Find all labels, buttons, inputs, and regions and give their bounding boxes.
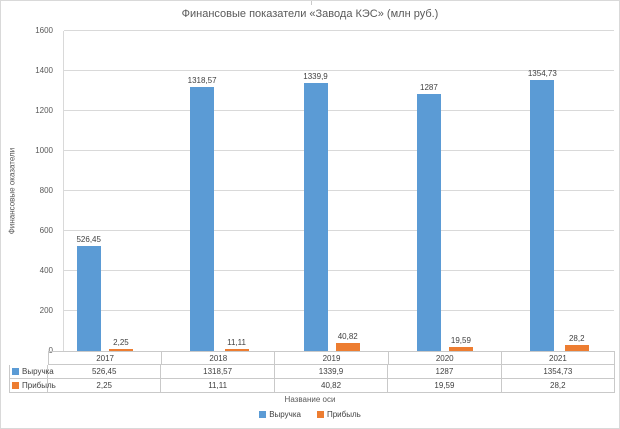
table-value-cell: 1287	[388, 365, 502, 379]
gridline	[64, 150, 614, 151]
table-value-cell: 1318,57	[161, 365, 275, 379]
bar-wrap: 526,45	[76, 31, 101, 351]
table-year-cell: 2020	[388, 351, 502, 365]
gridline	[64, 190, 614, 191]
table-year-cell: 2019	[275, 351, 389, 365]
bar-wrap: 1354,73	[528, 31, 557, 351]
y-axis-tick-labels: 0 200 400 600 800 1000 1200 1400 1600	[1, 27, 56, 355]
gridline	[64, 30, 614, 31]
bar-series2-2020[interactable]	[448, 347, 473, 351]
bar-group-2021: 1354,73 28,2	[502, 31, 615, 351]
table-value-cell: 2,25	[48, 379, 162, 393]
y-tick-label: 1000	[35, 146, 53, 155]
bar-value-label: 1318,57	[187, 76, 217, 85]
table-value-cell: 40,82	[274, 379, 389, 393]
legend-square-icon	[259, 411, 267, 418]
bar-wrap: 19,59	[448, 31, 473, 351]
gridline	[64, 310, 614, 311]
bar-series1-2019[interactable]	[303, 83, 328, 351]
y-tick-label: 600	[39, 226, 53, 235]
y-tick-label: 200	[39, 306, 53, 315]
legend-item[interactable]: Выручка	[259, 410, 301, 419]
table-value-cell: 19,59	[388, 379, 502, 393]
gridline	[64, 270, 614, 271]
bar-series2-2021[interactable]	[564, 345, 589, 351]
bar-wrap: 1318,57	[188, 31, 217, 351]
bar-wrap: 2,25	[108, 31, 133, 351]
data-table: 2017 2018 2019 2020 2021 Выручка 526,45 1318,57…	[9, 351, 616, 393]
bar-group-2020: 1287 19,59	[388, 31, 501, 351]
bar-series1-2017[interactable]	[76, 246, 101, 351]
y-tick-label: 1200	[35, 106, 53, 115]
table-row: Прибыль 2,25 11,11 40,82 19,59 28,2	[9, 379, 616, 393]
y-tick-label: 1400	[35, 66, 53, 75]
bar-value-label: 526,45	[76, 235, 101, 244]
legend: Выручка Прибыль	[1, 410, 619, 419]
bar-value-label: 1339,9	[303, 72, 328, 81]
bar-wrap: 28,2	[564, 31, 589, 351]
bar-value-label: 1287	[420, 83, 438, 92]
bar-value-label: 19,59	[450, 336, 471, 345]
series-name-label: Выручка	[22, 367, 54, 376]
bar-series1-2018[interactable]	[190, 87, 215, 351]
bar-series1-2020[interactable]	[416, 94, 441, 351]
bar-value-label: 11,11	[227, 338, 246, 347]
table-value-cell: 1354,73	[501, 365, 616, 379]
table-header-row: 2017 2018 2019 2020 2021	[9, 351, 616, 365]
bar-wrap: 11,11	[224, 31, 249, 351]
table-value-cell: 526,45	[48, 365, 162, 379]
legend-key-square	[12, 368, 19, 375]
legend-item[interactable]: Прибыль	[316, 410, 361, 419]
table-value-cell: 1339,9	[274, 365, 389, 379]
y-tick-label: 400	[39, 266, 53, 275]
bar-wrap: 1287	[416, 31, 441, 351]
legend-label: Прибыль	[326, 410, 361, 419]
bar-group-2018: 1318,57 11,11	[161, 31, 274, 351]
table-series-key-cell: Прибыль	[9, 379, 56, 393]
legend-label: Выручка	[269, 410, 301, 419]
gridline	[64, 70, 614, 71]
x-axis-title: Название оси	[284, 395, 336, 404]
table-value-cell: 28,2	[501, 379, 616, 393]
y-tick-label: 0	[48, 346, 53, 355]
bar-series2-2018[interactable]	[224, 349, 249, 351]
crop-artifact-mark	[311, 1, 312, 5]
bar-series2-2019[interactable]	[335, 343, 360, 351]
bar-wrap: 40,82	[335, 31, 360, 351]
table-value-cell: 11,11	[161, 379, 275, 393]
series-name-label: Прибыль	[22, 381, 56, 390]
y-tick-label: 800	[39, 186, 53, 195]
table-series-key-cell: Выручка	[9, 365, 54, 379]
table-year-cell: 2021	[501, 351, 616, 365]
legend-key-square	[12, 382, 19, 389]
table-year-cell: 2017	[48, 351, 163, 365]
bar-value-label: 2,25	[113, 338, 129, 347]
table-row: Выручка 526,45 1318,57 1339,9 1287 1354,73	[9, 365, 616, 379]
legend-square-icon	[316, 411, 324, 418]
bar-group-2019: 1339,9 40,82	[275, 31, 388, 351]
table-corner-cell	[9, 351, 48, 365]
gridline	[64, 230, 614, 231]
y-tick-label: 1600	[35, 26, 53, 35]
bar-group-2017: 526,45 2,25	[48, 31, 161, 351]
bar-value-label: 28,2	[568, 334, 585, 343]
bar-value-label: 1354,73	[527, 69, 557, 78]
chart-title: Финансовые показатели «Завода КЭС» (млн …	[181, 8, 439, 20]
bar-value-label: 40,82	[337, 332, 358, 341]
bar-wrap: 1339,9	[303, 31, 328, 351]
table-year-cell: 2018	[162, 351, 276, 365]
bar-series1-2021[interactable]	[530, 80, 555, 351]
bar-series-area: 526,45 2,25 1318,57 11,11 1339,9 40,82 1287 19,…	[48, 31, 615, 351]
bar-series2-2017[interactable]	[108, 349, 133, 351]
gridline	[64, 110, 614, 111]
